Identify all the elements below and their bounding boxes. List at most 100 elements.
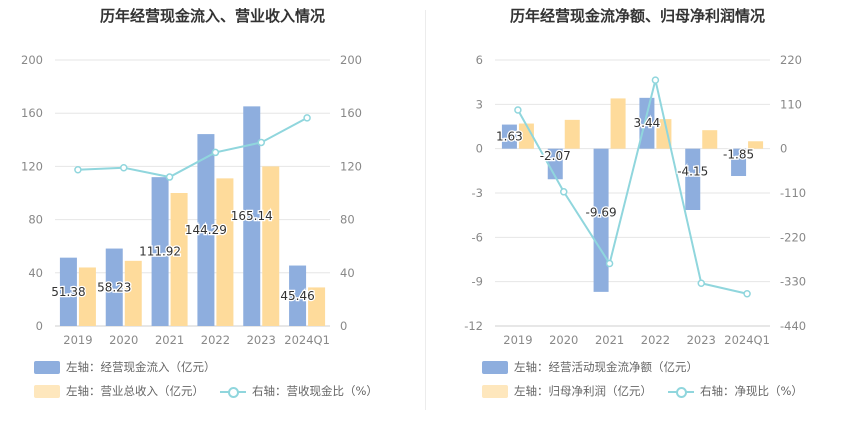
y-left-tick-label: -3 bbox=[472, 186, 483, 200]
y-right-tick-label: 120 bbox=[340, 159, 362, 173]
line-point bbox=[120, 163, 128, 172]
bar-secondary bbox=[702, 130, 718, 149]
y-left-tick-label: -12 bbox=[464, 319, 483, 333]
data-label: -1.85 bbox=[723, 147, 754, 161]
x-tick-label: 2023 bbox=[687, 333, 716, 347]
data-label: 3.44 bbox=[634, 116, 661, 130]
legend-line-swatch bbox=[668, 385, 694, 398]
y-right-tick-label: 110 bbox=[780, 97, 802, 111]
y-right-tick-label: 220 bbox=[780, 53, 802, 67]
bar-secondary bbox=[308, 287, 326, 326]
y-left-tick-label: -9 bbox=[472, 275, 483, 289]
bar-secondary bbox=[78, 267, 96, 326]
bar-secondary bbox=[262, 166, 280, 326]
line-point bbox=[605, 259, 614, 268]
bar-secondary bbox=[564, 119, 580, 149]
y-left-tick-label: 3 bbox=[476, 97, 483, 111]
series-line bbox=[77, 116, 308, 179]
line-point bbox=[211, 148, 220, 157]
x-tick-label: 2021 bbox=[595, 333, 624, 347]
y-right-tick-label: 160 bbox=[340, 106, 362, 120]
y-right-tick-label: 0 bbox=[780, 142, 787, 156]
y-left-tick-label: 160 bbox=[21, 106, 43, 120]
line-point bbox=[697, 279, 705, 288]
y-left-tick-label: -6 bbox=[472, 230, 483, 244]
y-right-tick-label: 200 bbox=[340, 53, 362, 67]
line-point bbox=[514, 106, 522, 114]
data-label: 165.14 bbox=[231, 209, 273, 223]
bar-primary bbox=[151, 177, 169, 326]
bar-primary bbox=[289, 265, 307, 326]
bar-primary bbox=[59, 257, 77, 326]
legend-label: 左轴：经营活动现金流净额（亿元） bbox=[514, 360, 698, 374]
legend-swatch bbox=[34, 360, 60, 374]
data-label: 111.92 bbox=[139, 245, 181, 259]
chart-panel-right: 历年经营现金流净额、归母净利润情况 -12 -9 -6 -3 0 3 6 -440 -330 -2… bbox=[425, 0, 850, 437]
x-tick-label: 2022 bbox=[201, 333, 230, 347]
y-right-tick-label: 0 bbox=[340, 319, 347, 333]
x-tick-label: 2021 bbox=[155, 333, 184, 347]
legend-swatch bbox=[482, 384, 508, 398]
bar-primary bbox=[243, 106, 261, 326]
y-left-tick-label: 6 bbox=[476, 53, 483, 67]
x-tick-label: 2022 bbox=[641, 333, 670, 347]
y-left-tick-label: 40 bbox=[28, 266, 43, 280]
legend-label: 左轴：营业总收入（亿元） bbox=[66, 384, 204, 398]
bar-secondary bbox=[216, 178, 234, 326]
y-left-tick-label: 120 bbox=[21, 159, 43, 173]
line-point bbox=[165, 173, 174, 181]
data-label: 58.23 bbox=[97, 280, 131, 294]
line-point bbox=[74, 165, 82, 174]
legend-item-net-profit[interactable]: 左轴：归母净利润（亿元） bbox=[482, 383, 652, 399]
y-left-tick-label: 80 bbox=[28, 213, 43, 227]
legend-item-net-cash-ratio[interactable]: 右轴：净现比（%） bbox=[668, 383, 803, 399]
y-left-tick-label: 0 bbox=[476, 142, 483, 156]
legend-swatch bbox=[482, 360, 508, 374]
data-label: 1.63 bbox=[496, 130, 523, 144]
bar-primary bbox=[731, 148, 747, 177]
y-right-tick-label: 80 bbox=[340, 213, 355, 227]
x-tick-label: 2020 bbox=[109, 333, 138, 347]
x-tick-label: 2024Q1 bbox=[284, 333, 330, 347]
y-right-tick-label: -330 bbox=[780, 275, 806, 289]
x-tick-label: 2024Q1 bbox=[724, 333, 770, 347]
y-right-tick-label: -110 bbox=[780, 186, 806, 200]
data-label: -2.07 bbox=[540, 149, 571, 163]
legend-item-net-cash-flow[interactable]: 左轴：经营活动现金流净额（亿元） bbox=[482, 359, 698, 375]
line-point bbox=[651, 76, 660, 84]
bar-secondary bbox=[610, 98, 626, 149]
y-right-tick-label: -220 bbox=[780, 230, 806, 244]
legend-label: 左轴：归母净利润（亿元） bbox=[514, 384, 652, 398]
line-point bbox=[303, 114, 311, 122]
panel-divider bbox=[425, 10, 426, 410]
x-tick-label: 2023 bbox=[247, 333, 276, 347]
legend-label: 左轴：经营现金流入（亿元） bbox=[66, 360, 216, 374]
legend-item-revenue[interactable]: 左轴：营业总收入（亿元） bbox=[34, 383, 204, 399]
legend-item-cash-inflow[interactable]: 左轴：经营现金流入（亿元） bbox=[34, 359, 216, 375]
y-left-tick-label: 200 bbox=[21, 53, 43, 67]
bar-primary bbox=[197, 134, 215, 326]
legend-label: 右轴：营收现金比（%） bbox=[252, 384, 378, 398]
bar-secondary bbox=[170, 193, 188, 326]
x-tick-label: 2019 bbox=[503, 333, 532, 347]
data-label: 144.29 bbox=[185, 223, 227, 237]
x-tick-label: 2019 bbox=[63, 333, 92, 347]
legend-swatch bbox=[34, 384, 60, 398]
bar-secondary bbox=[656, 119, 672, 149]
line-point bbox=[743, 290, 751, 298]
bar-secondary bbox=[124, 260, 142, 326]
chart-title: 历年经营现金流入、营业收入情况 bbox=[99, 7, 325, 25]
bar-primary bbox=[105, 248, 123, 326]
legend-item-cash-ratio[interactable]: 右轴：营收现金比（%） bbox=[220, 383, 378, 399]
data-label: 51.38 bbox=[51, 285, 85, 299]
chart-panel-left: 历年经营现金流入、营业收入情况 0 40 80 120 160 200 0 40 80 120 16… bbox=[21, 7, 378, 399]
y-right-tick-label: 40 bbox=[340, 266, 355, 280]
legend-line-swatch bbox=[220, 385, 246, 398]
bar-primary bbox=[501, 124, 517, 149]
legend-label: 右轴：净现比（%） bbox=[700, 384, 803, 398]
data-label: -4.15 bbox=[677, 164, 708, 178]
bar-primary bbox=[593, 148, 609, 292]
chart-title: 历年经营现金流净额、归母净利润情况 bbox=[509, 7, 765, 25]
line-point bbox=[560, 188, 568, 196]
bar-secondary bbox=[748, 141, 764, 149]
